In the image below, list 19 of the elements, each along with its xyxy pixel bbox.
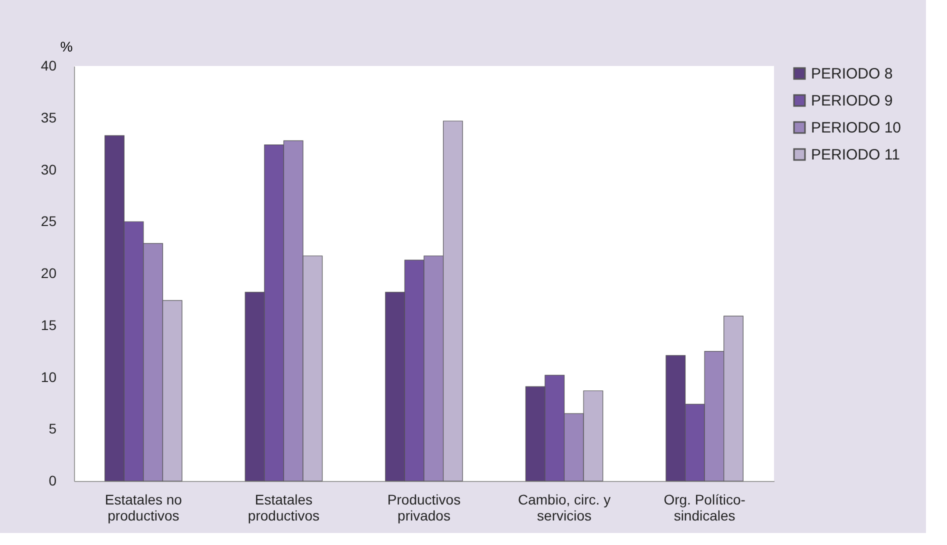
y-tick-label: 20 xyxy=(40,265,57,281)
y-tick-label: 15 xyxy=(40,316,57,333)
y-tick-label: 0 xyxy=(48,472,57,488)
legend-label: PERIODO 8 xyxy=(811,66,893,82)
y-tick-label: 10 xyxy=(40,368,57,385)
y-axis-title: % xyxy=(60,38,73,54)
y-tick-label: 35 xyxy=(40,109,57,126)
x-tick-label: Productivos privados xyxy=(387,492,461,524)
x-tick-label: Estatales no productivos xyxy=(104,492,182,524)
y-tick-label: 25 xyxy=(40,213,57,230)
legend-label: PERIODO 10 xyxy=(811,120,902,136)
x-tick-label: Estatales productivos xyxy=(248,492,320,524)
y-tick-label: 30 xyxy=(40,161,57,178)
x-tick-label: Org. Político- sindicales xyxy=(664,492,746,524)
x-tick-label: Cambio, circ. y servicios xyxy=(518,492,611,524)
y-tick-label: 5 xyxy=(48,420,57,437)
legend-label: PERIODO 9 xyxy=(811,92,893,110)
y-tick-label: 40 xyxy=(40,58,57,74)
legend-label: PERIODO 11 xyxy=(811,146,900,164)
